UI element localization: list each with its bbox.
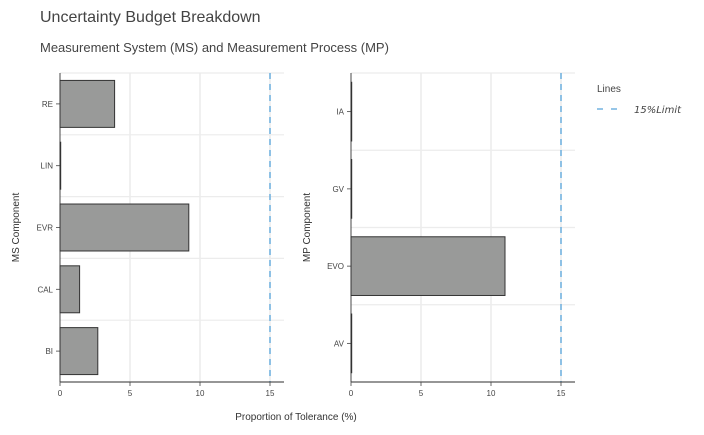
y-axis-label: MP Component	[302, 193, 313, 263]
bar-evr	[59, 203, 190, 252]
ms-panel: RE LIN EVR CAL BI 0 5 10 15 MS Component	[11, 72, 284, 398]
x-tick-label: 5	[128, 389, 133, 398]
y-tick-label: RE	[42, 100, 53, 109]
bar-evo	[350, 236, 506, 296]
x-tick-label: 15	[557, 389, 566, 398]
y-tick-label: AV	[334, 339, 345, 348]
bar-cal	[59, 265, 81, 314]
chart-subtitle: Measurement System (MS) and Measurement …	[40, 40, 389, 55]
y-tick-label: LIN	[41, 162, 54, 171]
x-axis-label: Proportion of Tolerance (%)	[235, 412, 357, 423]
y-tick-label: IA	[336, 108, 344, 117]
y-tick-label: EVR	[37, 224, 54, 233]
x-tick-label: 10	[196, 389, 205, 398]
x-tick-label: 0	[349, 389, 354, 398]
bar-bi	[59, 327, 99, 376]
x-tick-label: 10	[487, 389, 496, 398]
y-tick-label: CAL	[37, 285, 53, 294]
x-tick-label: 15	[266, 389, 275, 398]
legend-item-label: 15%Limit	[634, 105, 682, 116]
mp-panel: IA GV EVO AV 0 5 10 15 MP Component	[302, 72, 575, 398]
x-tick-label: 0	[58, 389, 63, 398]
chart-title: Uncertainty Budget Breakdown	[40, 9, 261, 26]
y-tick-label: GV	[332, 185, 344, 194]
x-tick-label: 5	[419, 389, 424, 398]
y-tick-label: BI	[45, 347, 53, 356]
legend: Lines 15%Limit	[597, 84, 682, 116]
legend-title: Lines	[597, 84, 621, 95]
bar-re	[59, 79, 116, 128]
y-axis-label: MS Component	[11, 193, 22, 263]
y-tick-label: EVO	[327, 262, 344, 271]
